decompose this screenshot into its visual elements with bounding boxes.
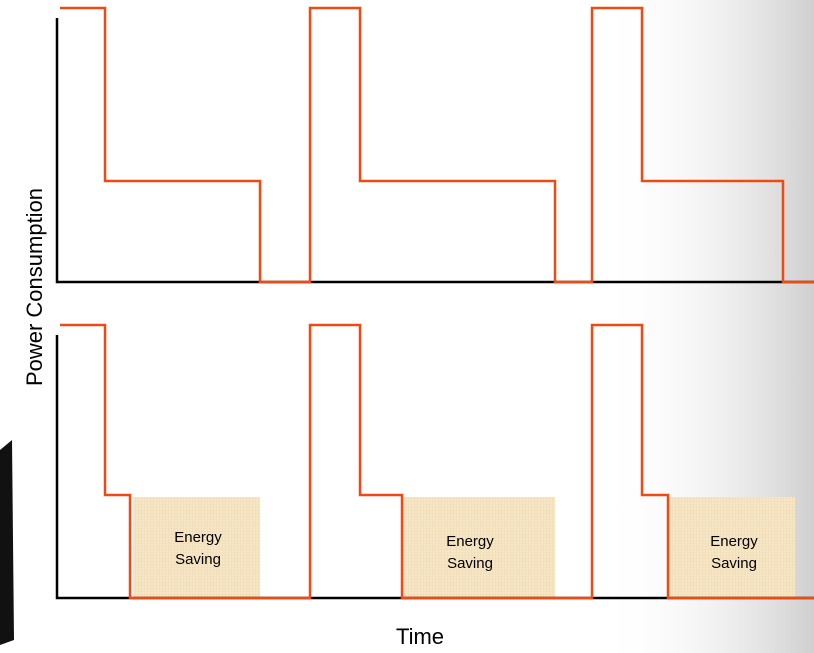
x-axis-label: Time [395,624,445,649]
saving-label: Energy Saving [710,533,758,572]
saving-box [668,497,795,598]
trace-normal [60,6,814,284]
saving-box [133,497,260,598]
saving-box [402,497,555,598]
device-edge [0,440,14,645]
y-axis-label: Power Consumption [22,187,47,387]
traces [60,6,814,600]
trace-saving [60,323,814,600]
saving-label: Energy Saving [174,529,222,568]
saving-label: Energy Saving [446,533,494,572]
